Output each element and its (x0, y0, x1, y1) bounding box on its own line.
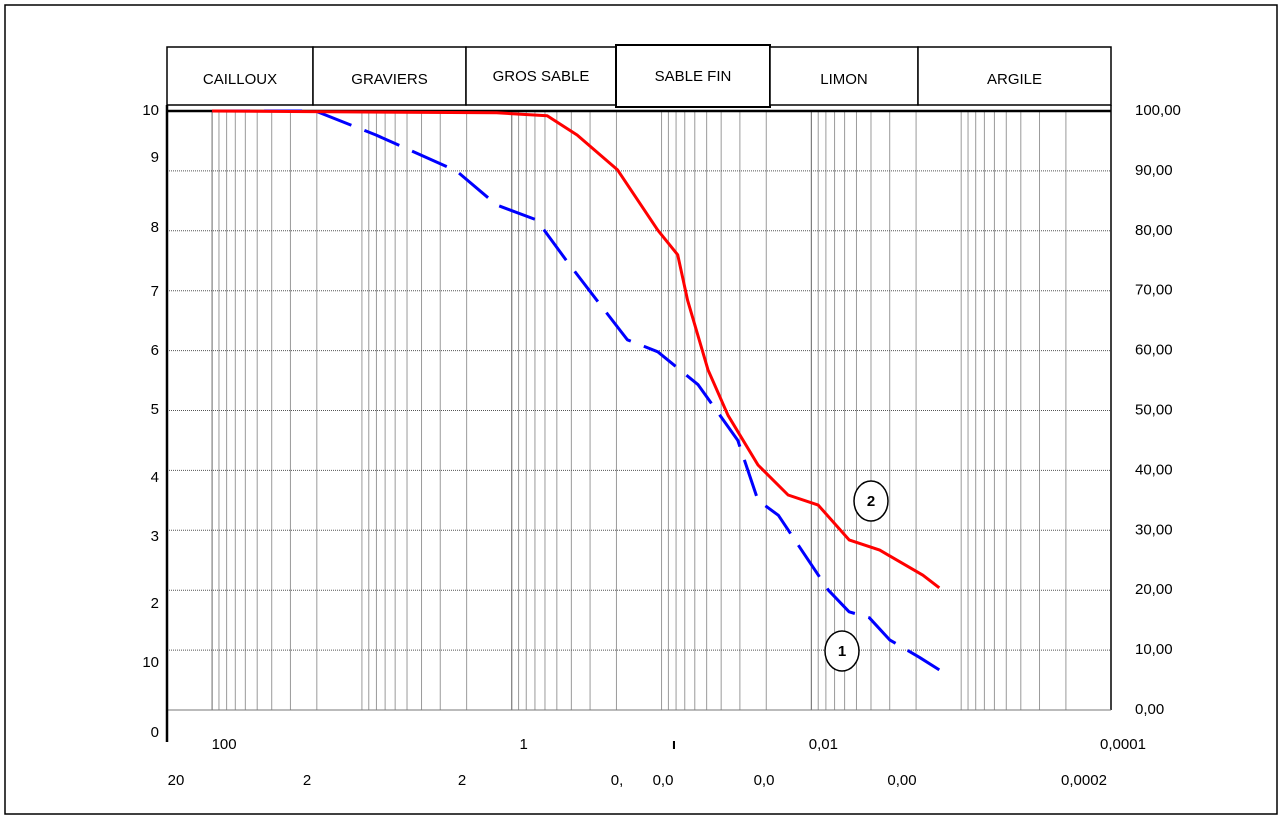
x-tick-label-row2: 0,00 (887, 772, 916, 789)
zone-box (166, 46, 314, 106)
zone-box (769, 46, 919, 106)
x-tick-label-row2: 2 (303, 772, 311, 789)
left-axis-label: 0 (151, 724, 159, 741)
y-tick-label: 70,00 (1135, 282, 1173, 299)
series-tag-circle (824, 630, 860, 672)
y-tick-label: 80,00 (1135, 222, 1173, 239)
series-tag-circle (853, 480, 889, 522)
left-axis-label: 2 (151, 595, 159, 612)
zone-label: GROS SABLE (493, 68, 590, 85)
left-axis-label: 4 (151, 469, 159, 486)
x-tick-label-row2: 0,0002 (1061, 772, 1107, 789)
zone-label: ARGILE (987, 71, 1042, 88)
zone-box (465, 46, 617, 106)
series-tag: 2 (867, 493, 875, 510)
zone-label: LIMON (820, 71, 868, 88)
x-tick-label-row2: 0,0 (754, 772, 775, 789)
x-tick-label: 0,01 (809, 736, 838, 753)
y-tick-label: 30,00 (1135, 521, 1173, 538)
data-line (212, 109, 941, 672)
x-tick-label: 0,0001 (1100, 736, 1146, 753)
zone-box (917, 46, 1112, 106)
x-tick-label: 1 (520, 736, 528, 753)
y-tick-label: 60,00 (1135, 342, 1173, 359)
data-line (212, 109, 941, 589)
y-tick-label: 10,00 (1135, 641, 1173, 658)
y-tick-label: 20,00 (1135, 581, 1173, 598)
frame (4, 4, 1278, 815)
x-tick-label-row2: 2 (458, 772, 466, 789)
left-axis-label: 10 (142, 654, 159, 671)
left-axis-label: 7 (151, 283, 159, 300)
zone-box (615, 44, 771, 108)
left-axis-label: 8 (151, 219, 159, 236)
x-tick-label-row2: 20 (168, 772, 185, 789)
x-tick-label-row2: 0, (611, 772, 624, 789)
x-extra-label: ı (672, 736, 676, 753)
y-tick-label: 40,00 (1135, 461, 1173, 478)
left-axis-label: 5 (151, 401, 159, 418)
x-tick-label-row2: 0,0 (653, 772, 674, 789)
left-axis-label: 6 (151, 342, 159, 359)
x-tick-label: 100 (212, 736, 237, 753)
y-tick-label: 0,00 (1135, 701, 1164, 718)
zone-label: SABLE FIN (655, 68, 732, 85)
y-tick-label: 50,00 (1135, 401, 1173, 418)
y-tick-label: 100,00 (1135, 102, 1181, 119)
series-tag: 1 (838, 643, 846, 660)
zone-box (312, 46, 467, 106)
zone-label: CAILLOUX (203, 71, 277, 88)
left-axis-label: 3 (151, 528, 159, 545)
y-tick-label: 90,00 (1135, 162, 1173, 179)
left-axis-label: 9 (151, 149, 159, 166)
zone-label: GRAVIERS (351, 71, 427, 88)
left-axis-label: 10 (142, 102, 159, 119)
